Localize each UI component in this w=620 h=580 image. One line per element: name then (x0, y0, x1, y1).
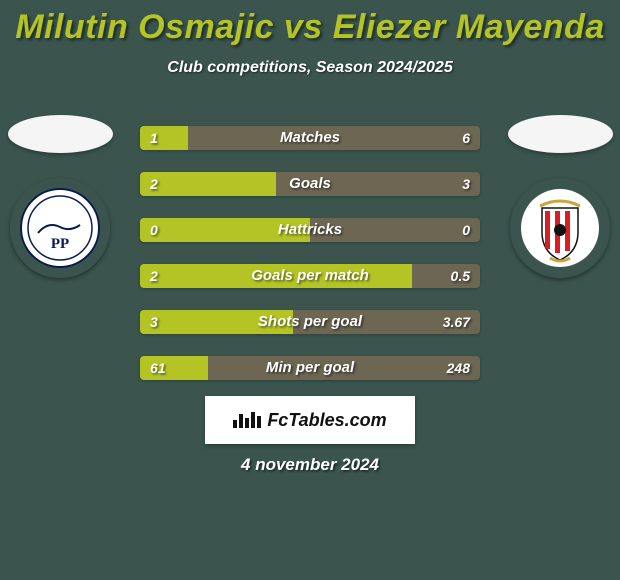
logo-bars-icon (233, 412, 261, 428)
comparison-infographic: Milutin Osmajic vs Eliezer Mayenda Club … (0, 0, 620, 580)
date-label: 4 november 2024 (0, 455, 620, 475)
club-crest-right (510, 178, 610, 278)
fctables-logo: FcTables.com (205, 396, 415, 444)
stat-row: 00Hattricks (140, 218, 480, 242)
svg-text:PP: PP (51, 236, 69, 252)
stat-row: 33.67Shots per goal (140, 310, 480, 334)
stat-label: Shots per goal (140, 310, 480, 334)
stat-row: 61248Min per goal (140, 356, 480, 380)
player-left-column: PP (0, 115, 120, 278)
logo-text: FcTables.com (267, 410, 386, 431)
player-right-photo (508, 115, 613, 153)
sunderland-crest-icon (520, 188, 600, 268)
subtitle: Club competitions, Season 2024/2025 (0, 59, 620, 77)
stat-label: Matches (140, 126, 480, 150)
stat-label: Goals per match (140, 264, 480, 288)
stat-label: Min per goal (140, 356, 480, 380)
player-right-column (500, 115, 620, 278)
club-crest-left: PP (10, 178, 110, 278)
stat-bars: 16Matches 23Goals 00Hattricks 20.5Goals per… (140, 126, 480, 402)
player-left-photo (8, 115, 113, 153)
stat-row: 16Matches (140, 126, 480, 150)
preston-crest-icon: PP (20, 188, 100, 268)
stat-row: 23Goals (140, 172, 480, 196)
page-title: Milutin Osmajic vs Eliezer Mayenda (0, 0, 620, 47)
stat-row: 20.5Goals per match (140, 264, 480, 288)
stat-label: Goals (140, 172, 480, 196)
stat-label: Hattricks (140, 218, 480, 242)
